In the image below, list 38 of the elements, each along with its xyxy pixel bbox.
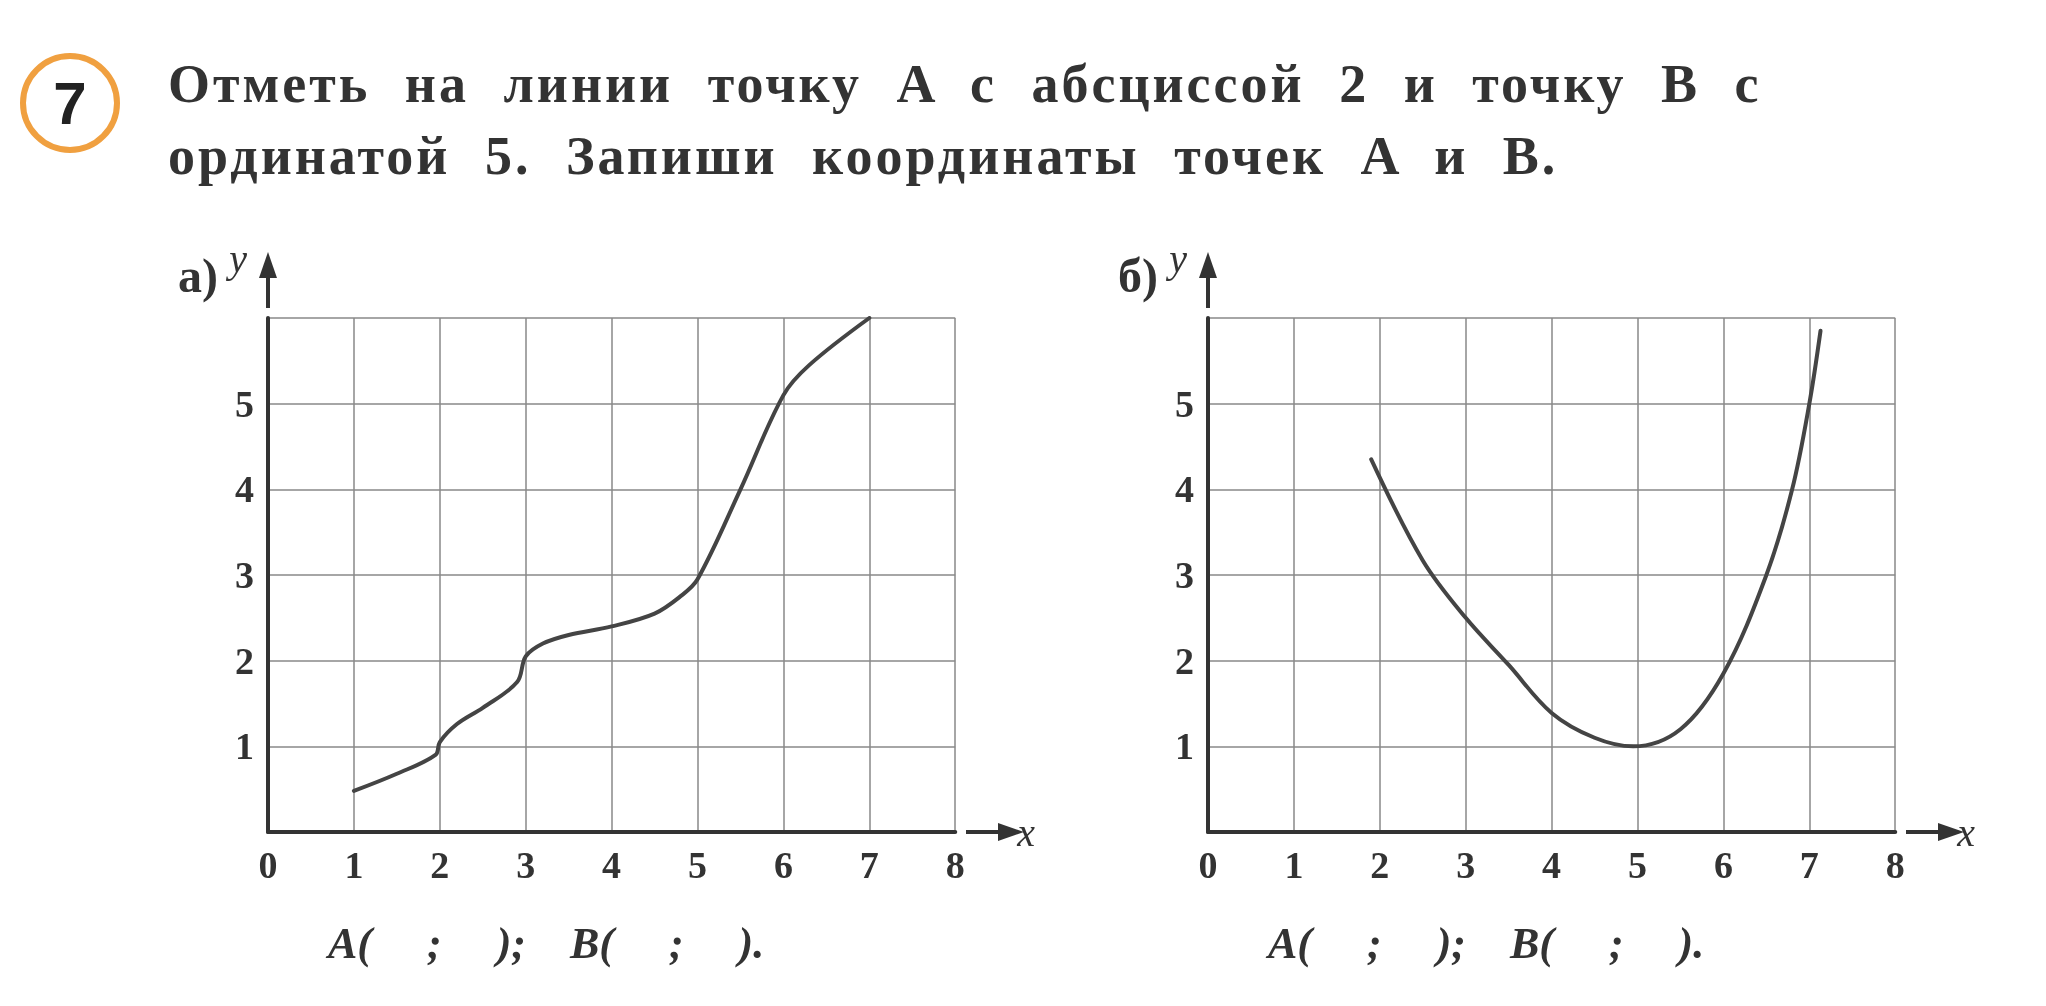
x-tick-label: 6 xyxy=(773,844,793,886)
chart-title: Отметь на линии точку A с абсциссой 2 и точку B с ординатой 5. Запиши координаты точек A и B. xyxy=(168,53,1763,188)
line-series xyxy=(351,316,872,793)
y-tick-label: 3 xyxy=(1175,554,1194,596)
x-tick-label: 0 xyxy=(258,844,278,886)
x-tick-label: 2 xyxy=(430,844,450,886)
y-tick-label: 2 xyxy=(235,639,254,682)
y-tick-label: 1 xyxy=(1175,725,1194,768)
x-tick-label: 8 xyxy=(1885,844,1905,886)
x-tick-label: 7 xyxy=(859,844,879,886)
x-tick-label: 1 xyxy=(344,844,364,886)
text: б) xyxy=(1118,248,1158,303)
y-tick-label: 4 xyxy=(1175,468,1194,511)
y-tick-label: 5 xyxy=(235,382,254,425)
x-tick-label: 1 xyxy=(1284,844,1304,886)
y-axis-title: y xyxy=(225,235,248,281)
y-tick-label: 2 xyxy=(1175,639,1194,682)
line-series xyxy=(1369,328,1823,749)
x-tick-label: 5 xyxy=(1628,844,1648,886)
x-tick-label: 3 xyxy=(1456,844,1476,886)
x-tick-label: 4 xyxy=(1542,844,1562,886)
x-axis-title: x xyxy=(1956,809,1976,855)
x-axis-title: x xyxy=(1016,809,1036,855)
x-tick-label: 8 xyxy=(945,844,965,886)
number-badge: 7 xyxy=(20,53,120,153)
x-tick-label: 0 xyxy=(1198,844,1218,886)
y-axis-title: y xyxy=(1165,235,1188,281)
x-tick-label: 7 xyxy=(1799,844,1819,886)
text: а) xyxy=(178,248,218,303)
y-tick-label: 5 xyxy=(1175,382,1194,425)
x-tick-label: 2 xyxy=(1370,844,1390,886)
y-tick-label: 1 xyxy=(235,725,254,768)
y-tick-label: 3 xyxy=(235,554,254,596)
y-tick-label: 4 xyxy=(235,468,254,511)
x-tick-label: 6 xyxy=(1713,844,1733,886)
x-tick-label: 5 xyxy=(688,844,708,886)
x-tick-label: 4 xyxy=(602,844,622,886)
x-tick-label: 3 xyxy=(516,844,536,886)
